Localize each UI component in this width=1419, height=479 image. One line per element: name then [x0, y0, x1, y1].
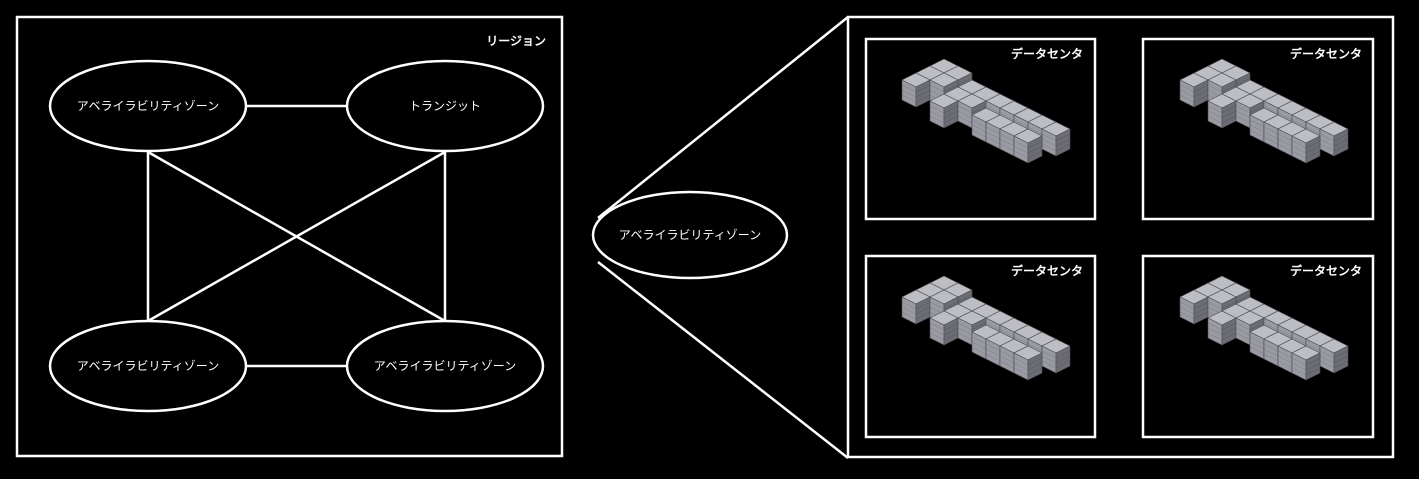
- az-node-bottom-right-label: アベライラビリティゾーン: [374, 359, 516, 373]
- datacenter-4-label: データセンタ: [1290, 263, 1362, 278]
- server-rack-icon: [1180, 276, 1348, 380]
- datacenter-4: データセンタ: [1141, 254, 1375, 439]
- region-box: リージョン: [15, 15, 564, 458]
- link-diagonal-up: [147, 150, 446, 323]
- datacenter-2: データセンタ: [1141, 37, 1375, 221]
- zoom-az-label: アベライラビリティゾーン: [619, 228, 761, 242]
- server-rack-icon: [902, 59, 1070, 163]
- az-node-bottom-right: アベライラビリティゾーン: [345, 319, 545, 413]
- az-node-bottom-left: アベライラビリティゾーン: [48, 319, 248, 413]
- az-node-top-left-label: アベライラビリティゾーン: [77, 99, 219, 113]
- server-rack-icon: [1180, 59, 1348, 163]
- az-node-bottom-left-label: アベライラビリティゾーン: [77, 359, 219, 373]
- datacenter-1-label: データセンタ: [1011, 46, 1083, 61]
- az-node-top-left: アベライラビリティゾーン: [48, 59, 248, 153]
- server-rack-icon: [902, 276, 1070, 380]
- zoom-az-node: アベライラビリティゾーン: [591, 190, 789, 280]
- datacenter-1: データセンタ: [864, 37, 1097, 221]
- datacenter-2-label: データセンタ: [1290, 46, 1362, 61]
- datacenter-3-label: データセンタ: [1011, 263, 1083, 278]
- transit-node: トランジット: [345, 59, 545, 153]
- region-label: リージョン: [486, 34, 546, 48]
- zoom-connector: [597, 16, 849, 459]
- datacenter-3: データセンタ: [864, 254, 1097, 439]
- az-detail-box: [846, 15, 1395, 459]
- region-links: [146, 104, 447, 368]
- transit-node-label: トランジット: [409, 99, 481, 113]
